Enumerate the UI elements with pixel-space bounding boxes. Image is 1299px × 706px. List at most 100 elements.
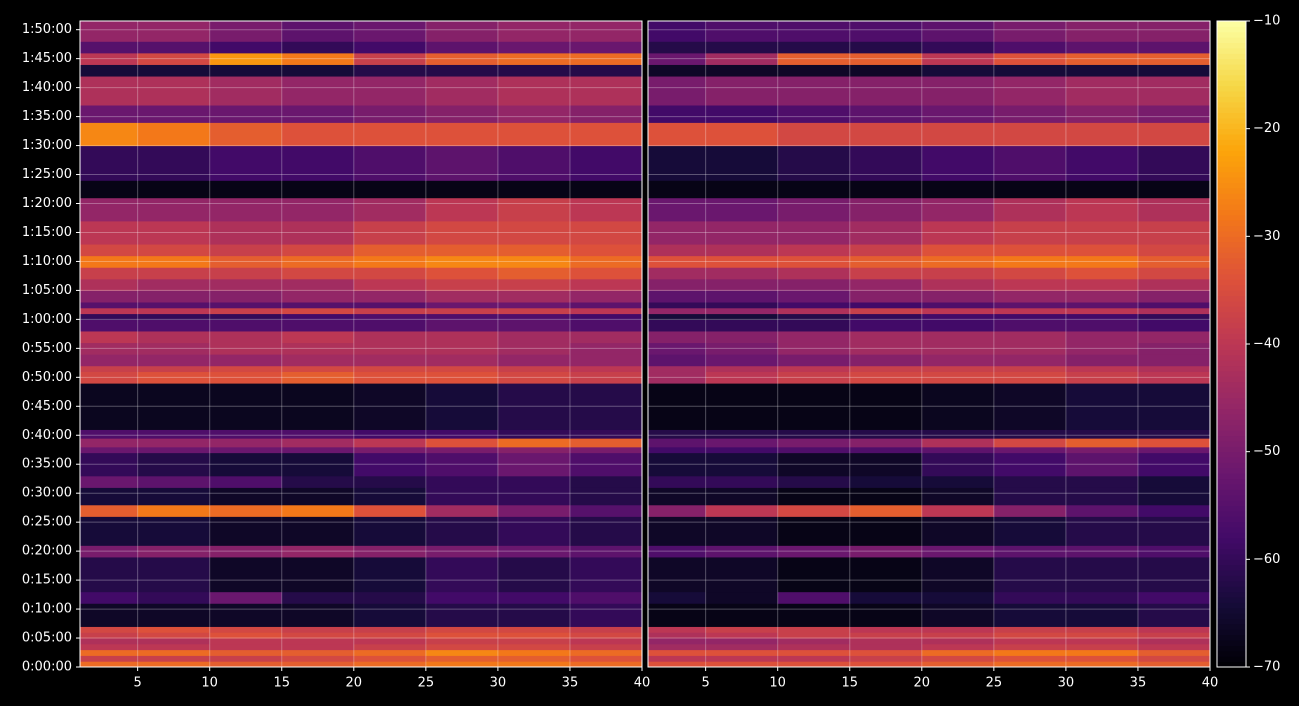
heat-cell xyxy=(777,354,851,367)
heat-cell xyxy=(993,516,1067,546)
heat-cell xyxy=(921,197,995,222)
heat-cell xyxy=(1137,41,1211,54)
heat-cell xyxy=(1137,504,1211,517)
heat-cell xyxy=(648,504,707,517)
heat-cell xyxy=(849,301,923,309)
heat-cell xyxy=(137,591,211,604)
heat-cell xyxy=(1065,105,1139,123)
colorbar-segment xyxy=(1217,597,1246,603)
heat-cell xyxy=(497,475,571,488)
heat-cell xyxy=(849,516,923,546)
heat-cell xyxy=(497,452,571,477)
heat-cell xyxy=(705,220,779,245)
heat-cell xyxy=(425,591,499,604)
x-tick-label: 10 xyxy=(769,676,786,691)
heat-cell xyxy=(777,220,851,245)
heat-cell xyxy=(353,267,427,280)
heat-cell xyxy=(497,371,571,384)
heat-cell xyxy=(209,220,283,245)
heat-cell xyxy=(1065,52,1139,65)
heat-cell xyxy=(648,603,707,627)
heat-cell xyxy=(137,626,211,633)
heat-cell xyxy=(849,313,923,320)
colorbar-segment xyxy=(1217,193,1246,200)
heat-cell xyxy=(777,504,851,517)
heat-cell xyxy=(849,487,923,506)
heat-cell xyxy=(648,342,707,355)
heat-cell xyxy=(281,313,355,320)
heat-cell xyxy=(281,244,355,257)
heat-cell xyxy=(137,383,211,430)
x-tick-label: 40 xyxy=(1202,676,1219,691)
colorbar-segment xyxy=(1217,548,1246,555)
colorbar-segment xyxy=(1217,182,1246,189)
y-tick-label: 1:00:00 xyxy=(22,312,72,327)
colorbar-segment xyxy=(1217,225,1246,232)
heat-cell xyxy=(209,626,283,633)
heat-cell xyxy=(353,52,427,65)
heat-cell xyxy=(569,313,643,320)
heat-cell xyxy=(569,342,643,355)
colorbar-segment xyxy=(1217,144,1246,151)
heat-cell xyxy=(209,446,283,454)
heat-cell xyxy=(209,290,283,303)
colorbar-segment xyxy=(1217,623,1246,630)
colorbar-tick-label: −40 xyxy=(1253,337,1280,352)
heat-cell xyxy=(209,41,283,54)
heat-cell xyxy=(705,516,779,546)
heat-cell xyxy=(209,429,283,439)
heat-cell xyxy=(281,255,355,268)
heat-cell xyxy=(497,354,571,367)
heat-cell xyxy=(993,452,1067,477)
heat-cell xyxy=(1065,383,1139,430)
y-tick-label: 1:20:00 xyxy=(22,196,72,211)
heat-cell xyxy=(1137,307,1211,315)
heat-cell xyxy=(497,319,571,332)
heat-cell xyxy=(777,342,851,355)
heat-cell xyxy=(648,446,707,454)
heat-cell xyxy=(777,516,851,546)
heat-cell xyxy=(209,556,283,593)
heat-cell xyxy=(705,278,779,291)
colorbar-segment xyxy=(1217,230,1246,237)
heat-cell xyxy=(648,319,707,332)
heat-cell xyxy=(921,638,995,645)
heat-cell xyxy=(281,365,355,373)
heat-cell xyxy=(80,371,139,384)
x-tick-label: 5 xyxy=(134,676,142,691)
heat-cell xyxy=(705,643,779,651)
colorbar-segment xyxy=(1217,155,1246,162)
colorbar-segment xyxy=(1217,489,1246,496)
heat-cell xyxy=(1065,342,1139,355)
heat-cell xyxy=(425,180,499,199)
heat-cell xyxy=(281,180,355,199)
colorbar-segment xyxy=(1217,537,1246,544)
heat-cell xyxy=(921,516,995,546)
heat-cell xyxy=(921,41,995,54)
heat-cell xyxy=(137,354,211,367)
heat-cell xyxy=(777,603,851,627)
heat-cell xyxy=(569,638,643,645)
heat-cell xyxy=(80,342,139,355)
heat-cell xyxy=(281,21,355,42)
heat-cell xyxy=(849,278,923,291)
heat-cell xyxy=(209,301,283,309)
colorbar-segment xyxy=(1217,613,1246,620)
heat-cell xyxy=(281,145,355,181)
heat-cell xyxy=(1065,220,1139,245)
heat-cell xyxy=(849,626,923,633)
colorbar-segment xyxy=(1217,521,1246,528)
heat-cell xyxy=(777,365,851,373)
heat-cell xyxy=(497,649,571,656)
heat-cell xyxy=(353,105,427,123)
x-tick-label: 30 xyxy=(1058,676,1075,691)
heat-cell xyxy=(353,180,427,199)
heat-cell xyxy=(1065,41,1139,54)
heat-cell xyxy=(569,516,643,546)
heat-cell xyxy=(648,220,707,245)
heat-cell xyxy=(80,655,139,662)
heat-cell xyxy=(849,197,923,222)
heat-cell xyxy=(705,21,779,42)
heat-cell xyxy=(849,452,923,477)
heat-cell xyxy=(777,290,851,303)
